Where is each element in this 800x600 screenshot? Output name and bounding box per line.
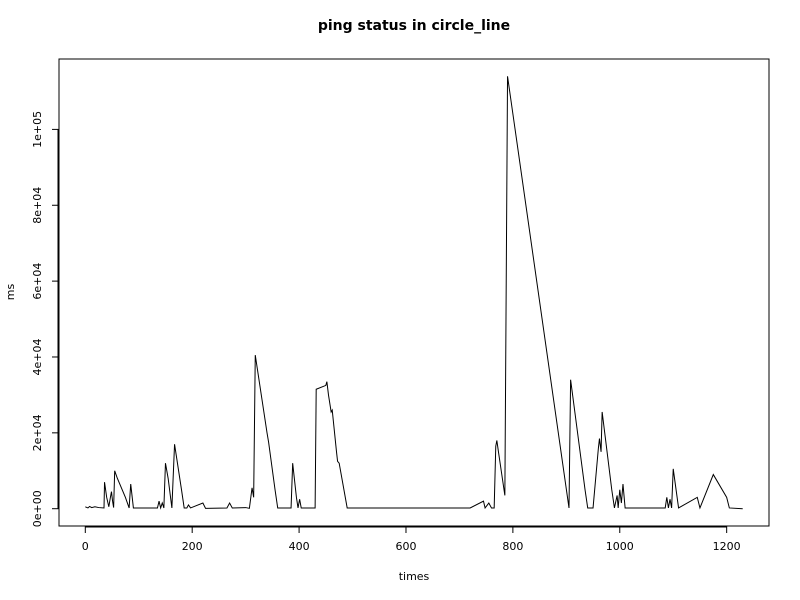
x-tick-label: 1200	[713, 540, 741, 553]
chart-title: ping status in circle_line	[318, 18, 510, 34]
y-tick-label: 1e+05	[31, 111, 44, 148]
x-tick-label: 0	[82, 540, 89, 553]
x-tick-label: 600	[395, 540, 416, 553]
x-axis-label: times	[399, 570, 430, 583]
y-tick-label: 4e+04	[31, 338, 44, 375]
x-tick-label: 200	[182, 540, 203, 553]
x-tick-label: 400	[289, 540, 310, 553]
x-tick-label: 1000	[606, 540, 634, 553]
plot-frame	[58, 58, 770, 527]
y-tick-label: 0e+00	[31, 490, 44, 527]
y-tick-label: 2e+04	[31, 414, 44, 451]
line-series	[85, 76, 743, 510]
y-tick-label: 8e+04	[31, 187, 44, 224]
y-tick-label: 6e+04	[31, 263, 44, 300]
y-axis-label: ms	[4, 284, 17, 301]
x-tick-label: 800	[502, 540, 523, 553]
